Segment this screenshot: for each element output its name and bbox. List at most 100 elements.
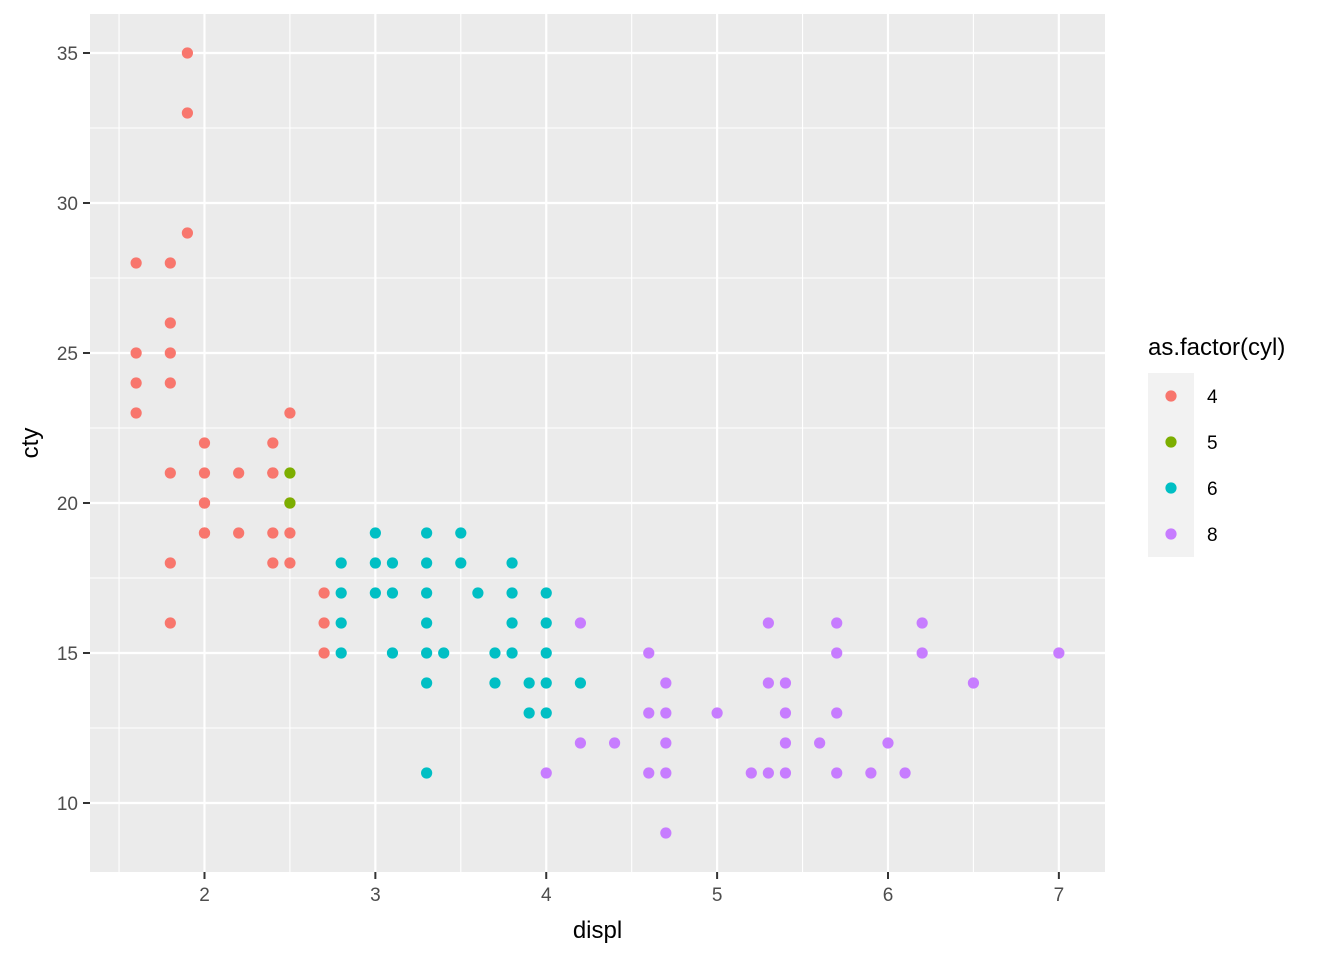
- axis-ticks: [83, 52, 1060, 879]
- data-point-cyl-8: [779, 767, 792, 779]
- data-point-cyl-6: [386, 587, 399, 599]
- data-point-cyl-4: [198, 527, 211, 539]
- data-point-cyl-4: [164, 317, 176, 329]
- data-point-cyl-4: [181, 227, 193, 239]
- legend: as.factor(cyl) 4 5 6 8: [1148, 334, 1285, 557]
- data-point-cyl-8: [608, 737, 621, 749]
- data-point-cyl-4: [198, 497, 211, 509]
- data-point-cyl-8: [967, 677, 980, 689]
- data-point-cyl-4: [233, 467, 245, 479]
- data-point-cyl-6: [574, 677, 587, 689]
- x-tick-label: 7: [1054, 885, 1065, 906]
- data-point-cyl-8: [643, 707, 655, 719]
- data-point-cyl-4: [164, 347, 176, 359]
- data-point-cyl-8: [831, 617, 843, 629]
- data-point-cyl-8: [574, 617, 587, 629]
- data-point-cyl-6: [386, 647, 399, 659]
- data-point-cyl-4: [164, 617, 176, 629]
- legend-entries: 4 5 6 8: [1165, 387, 1218, 546]
- data-point-cyl-6: [523, 707, 535, 719]
- data-point-cyl-8: [660, 737, 672, 749]
- legend-key-6: [1165, 482, 1177, 494]
- legend-key-4: [1165, 390, 1177, 402]
- data-point-cyl-4: [267, 557, 279, 569]
- data-point-cyl-8: [779, 707, 792, 719]
- data-point-cyl-4: [198, 467, 211, 479]
- legend-title: as.factor(cyl): [1148, 334, 1285, 361]
- data-point-cyl-4: [164, 257, 176, 269]
- data-point-cyl-4: [130, 347, 142, 359]
- data-point-cyl-8: [916, 647, 928, 659]
- data-point-cyl-5: [284, 467, 296, 479]
- data-point-cyl-8: [643, 647, 655, 659]
- data-point-cyl-6: [523, 677, 535, 689]
- data-point-cyl-8: [643, 767, 655, 779]
- data-point-cyl-8: [660, 677, 672, 689]
- data-point-cyl-6: [421, 587, 433, 599]
- x-axis-title: displ: [573, 917, 622, 944]
- data-point-cyl-6: [540, 707, 552, 719]
- y-tick-label: 30: [57, 194, 78, 215]
- major-gridlines: [90, 14, 1105, 872]
- data-point-cyl-8: [660, 827, 672, 839]
- data-points: [130, 47, 1065, 839]
- data-point-cyl-6: [421, 677, 433, 689]
- data-point-cyl-4: [267, 437, 279, 449]
- data-point-cyl-8: [779, 737, 792, 749]
- data-point-cyl-8: [779, 677, 792, 689]
- data-point-cyl-4: [164, 467, 176, 479]
- data-point-cyl-6: [489, 647, 501, 659]
- data-point-cyl-6: [421, 647, 433, 659]
- data-point-cyl-4: [267, 527, 279, 539]
- data-point-cyl-8: [762, 617, 774, 629]
- data-point-cyl-6: [540, 587, 552, 599]
- legend-label-6: 6: [1207, 479, 1218, 500]
- data-point-cyl-6: [369, 557, 381, 569]
- legend-label-4: 4: [1207, 387, 1218, 408]
- y-tick-label: 15: [57, 644, 78, 665]
- y-tick-label: 20: [57, 494, 78, 515]
- data-point-cyl-6: [540, 647, 552, 659]
- data-point-cyl-6: [438, 647, 450, 659]
- data-point-cyl-4: [130, 257, 142, 269]
- data-point-cyl-8: [762, 767, 774, 779]
- data-point-cyl-6: [489, 677, 501, 689]
- data-point-cyl-4: [284, 527, 296, 539]
- data-point-cyl-6: [369, 587, 381, 599]
- data-point-cyl-6: [421, 767, 433, 779]
- data-point-cyl-6: [335, 587, 347, 599]
- data-point-cyl-6: [335, 647, 347, 659]
- data-point-cyl-4: [318, 587, 330, 599]
- data-point-cyl-4: [130, 407, 142, 419]
- data-point-cyl-4: [284, 407, 296, 419]
- data-point-cyl-6: [421, 527, 433, 539]
- data-point-cyl-8: [660, 707, 672, 719]
- data-point-cyl-4: [267, 467, 279, 479]
- data-point-cyl-4: [130, 377, 142, 389]
- x-axis-tick-labels: 2 3 4 5 6 7: [199, 885, 1064, 906]
- data-point-cyl-8: [1053, 647, 1065, 659]
- data-point-cyl-8: [745, 767, 757, 779]
- data-point-cyl-4: [318, 647, 330, 659]
- data-point-cyl-6: [540, 617, 552, 629]
- data-point-cyl-4: [164, 377, 176, 389]
- data-point-cyl-6: [540, 677, 552, 689]
- y-axis-tick-labels: 10 15 20 25 30 35: [57, 44, 78, 815]
- y-axis-title: cty: [17, 428, 44, 459]
- data-point-cyl-4: [318, 617, 330, 629]
- data-point-cyl-8: [899, 767, 911, 779]
- data-point-cyl-8: [865, 767, 877, 779]
- legend-key-8: [1165, 528, 1177, 540]
- data-point-cyl-8: [762, 677, 774, 689]
- data-point-cyl-6: [421, 557, 433, 569]
- x-tick-label: 3: [370, 885, 381, 906]
- data-point-cyl-6: [369, 527, 381, 539]
- data-point-cyl-4: [164, 557, 176, 569]
- data-point-cyl-4: [198, 437, 211, 449]
- legend-label-8: 8: [1207, 525, 1218, 546]
- y-tick-label: 25: [57, 344, 78, 365]
- data-point-cyl-6: [506, 557, 518, 569]
- data-point-cyl-8: [831, 647, 843, 659]
- data-point-cyl-6: [335, 557, 347, 569]
